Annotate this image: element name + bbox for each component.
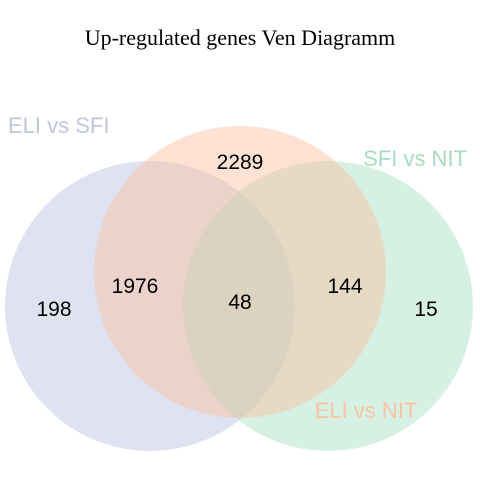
circle-sfi-vs-nit	[183, 161, 473, 451]
count-sfi-vs-nit-only: 15	[414, 298, 437, 321]
diagram-title: Up-regulated genes Ven Diagramm	[85, 25, 396, 50]
count-eli-vs-nit-only: 2289	[217, 151, 264, 174]
count-eli-nit-and-sfi-nit: 144	[327, 275, 362, 298]
circle-eli-vs-sfi	[5, 161, 295, 451]
count-eli-sfi-and-eli-nit: 1976	[112, 275, 159, 298]
label-eli-vs-sfi: ELI vs SFI	[8, 113, 109, 138]
label-eli-vs-nit: ELI vs NIT	[315, 398, 418, 423]
label-sfi-vs-nit: SFI vs NIT	[363, 146, 467, 171]
circle-eli-vs-nit	[94, 126, 386, 418]
count-all-three: 48	[228, 291, 251, 314]
count-eli-vs-sfi-only: 198	[36, 298, 71, 321]
